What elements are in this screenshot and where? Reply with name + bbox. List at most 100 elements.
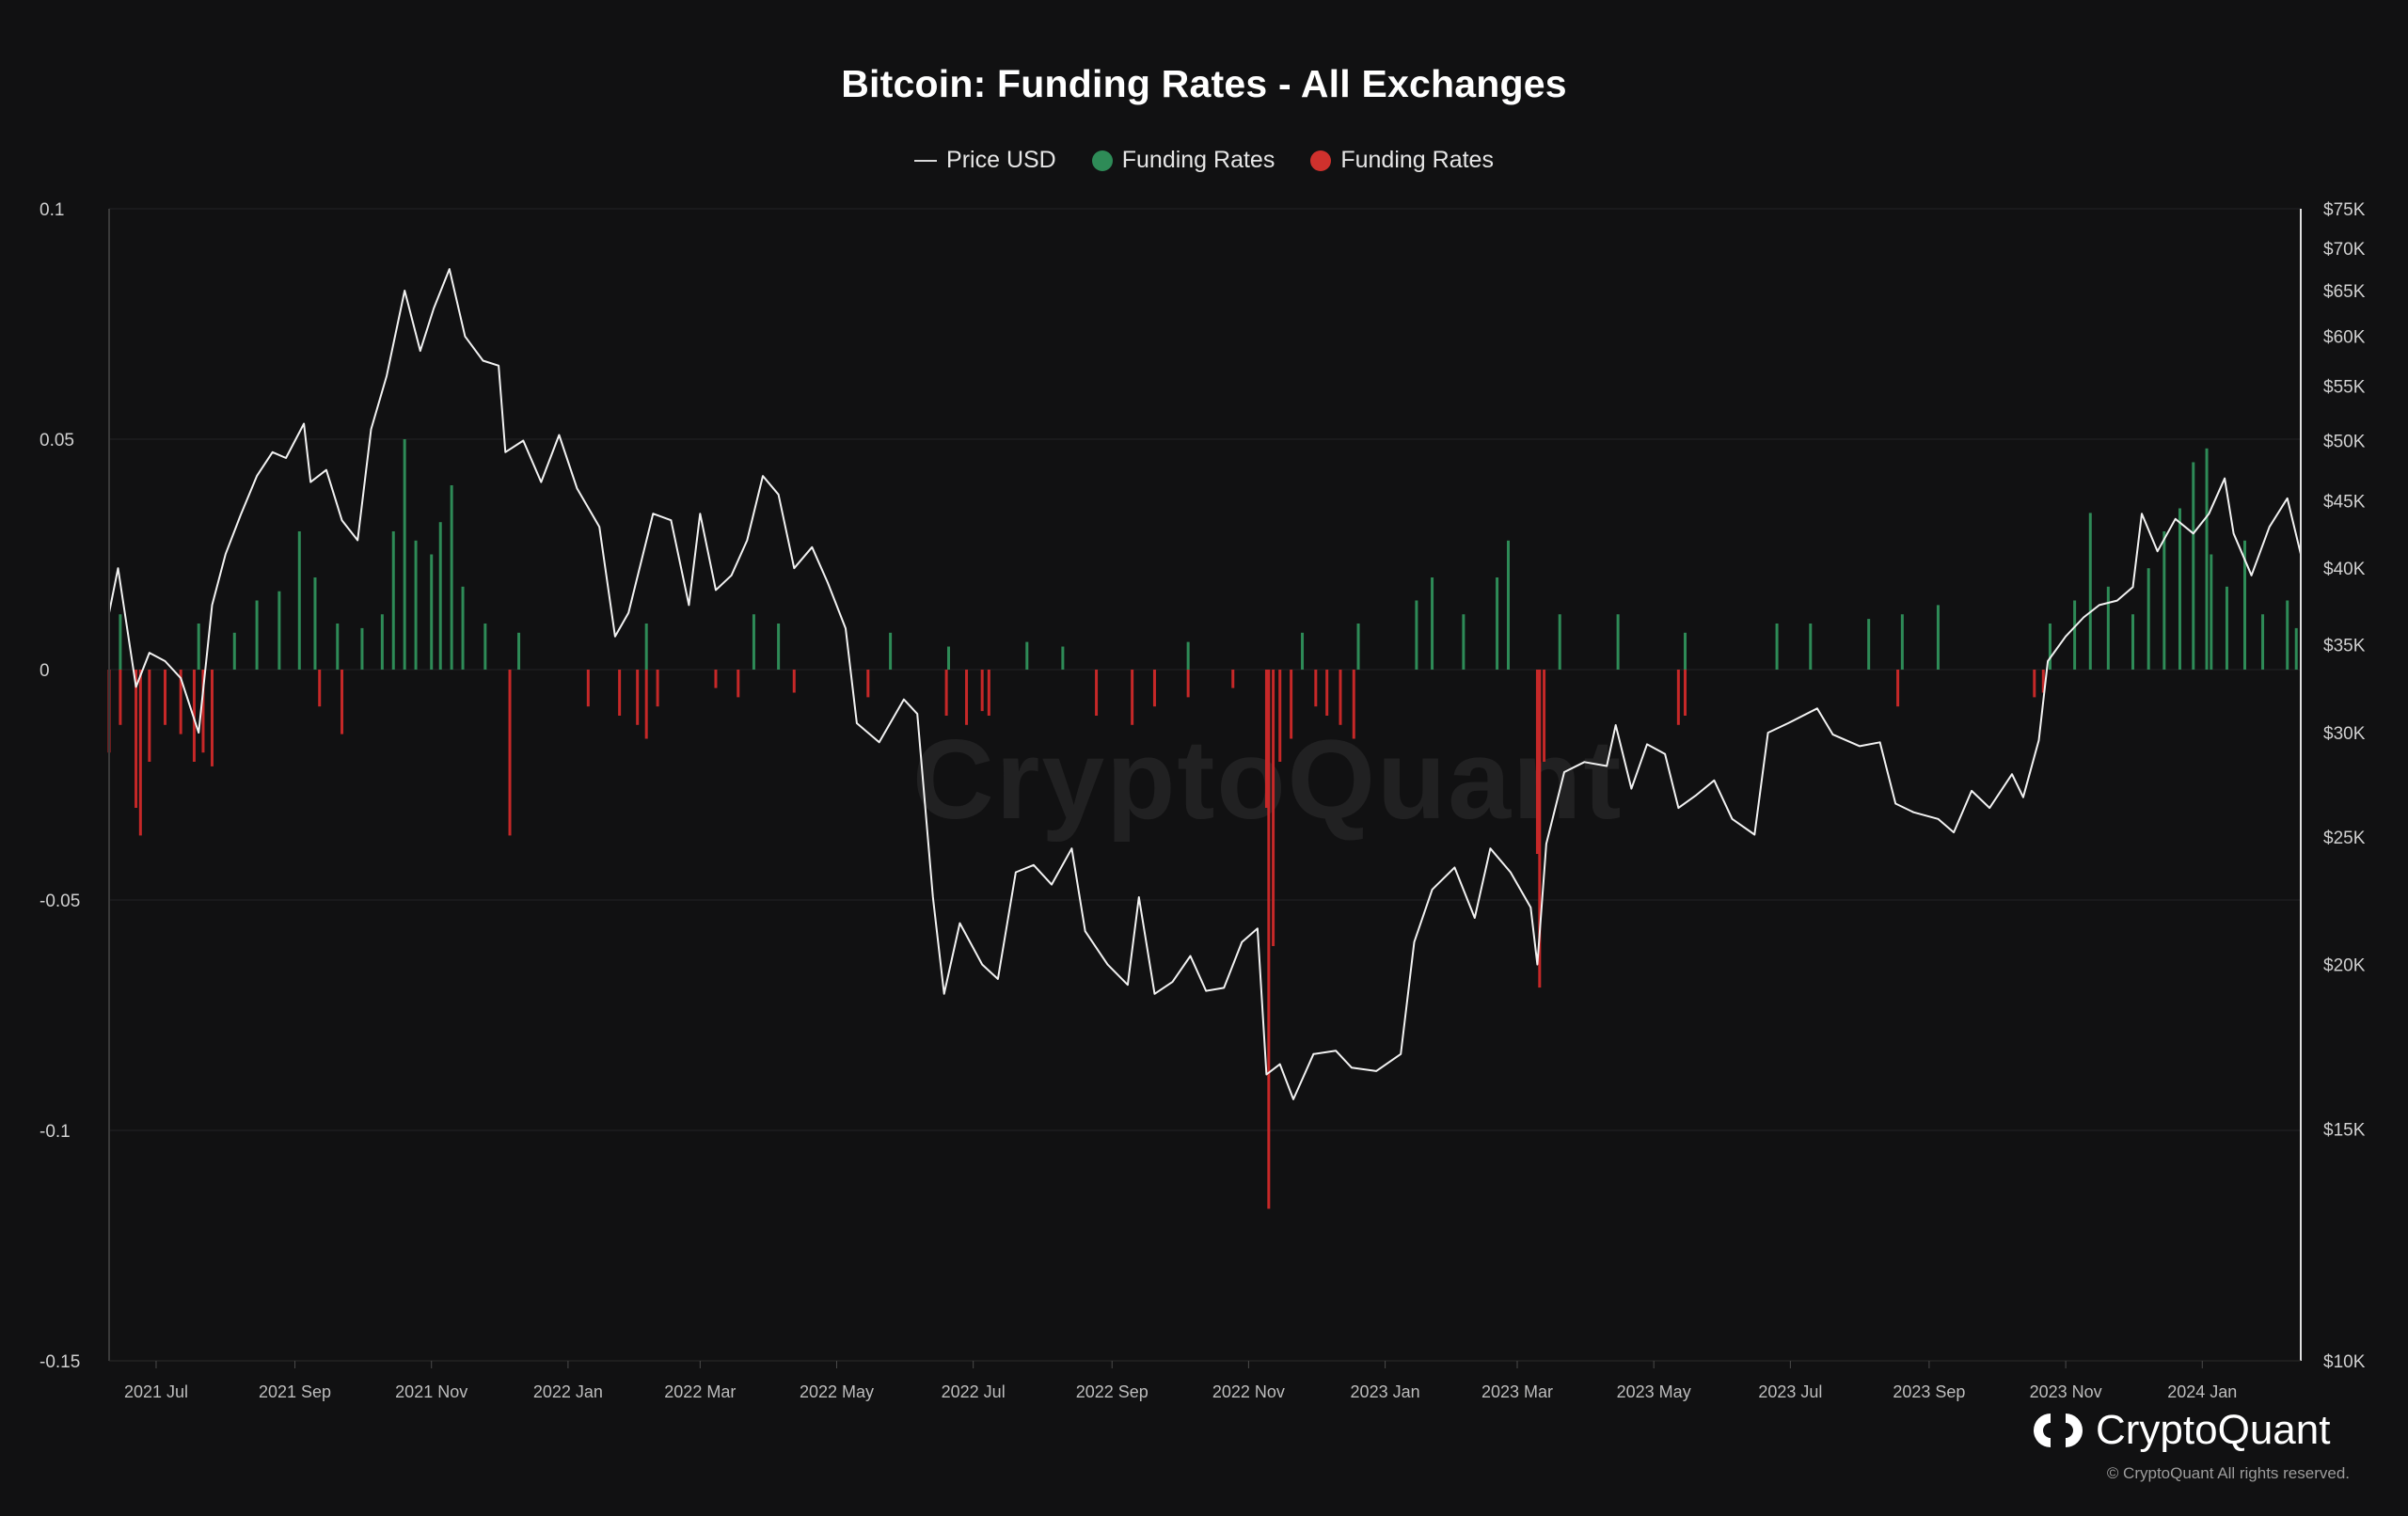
price-line-group <box>108 268 2302 1100</box>
funding-bar-negative <box>618 670 622 716</box>
funding-bar-negative <box>135 670 138 808</box>
x-tick-label: 2023 Jan <box>1351 1382 1420 1401</box>
funding-bar-negative <box>1231 670 1235 688</box>
right-tick-label: $75K <box>2323 200 2366 220</box>
funding-bar-negative <box>201 670 205 753</box>
x-tick-label: 2023 Nov <box>2030 1382 2102 1401</box>
x-tick-label: 2022 Sep <box>1076 1382 1149 1401</box>
x-tick-label: 2021 Jul <box>124 1382 188 1401</box>
price-line <box>108 268 2302 1100</box>
right-tick-label: $25K <box>2323 829 2366 848</box>
x-tick-label: 2023 May <box>1617 1382 1691 1401</box>
funding-bar-negative <box>148 670 151 762</box>
funding-bar-negative <box>737 670 740 698</box>
left-tick-label: -0.15 <box>40 1352 80 1372</box>
funding-bar-positive <box>483 624 487 670</box>
funding-bar-positive <box>2073 600 2077 670</box>
funding-bar-negative <box>1272 670 1275 946</box>
legend-item-funding-negative[interactable]: Funding Rates <box>1310 147 1494 174</box>
funding-bar-negative <box>1186 670 1190 698</box>
funding-bar-negative <box>210 670 214 766</box>
left-tick-label: 0.05 <box>40 431 74 450</box>
brand-name: CryptoQuant <box>2096 1407 2331 1453</box>
funding-bar-positive <box>1462 614 1465 670</box>
funding-bar-negative <box>987 670 990 716</box>
funding-bar-negative <box>586 670 590 707</box>
funding-bar-positive <box>430 554 434 670</box>
funding-bar-negative <box>508 670 512 836</box>
funding-bar-positive <box>644 624 648 670</box>
funding-bar-positive <box>1431 577 1434 670</box>
funding-bar-positive <box>1506 540 1510 670</box>
right-tick-label: $15K <box>2323 1120 2366 1140</box>
funding-bar-negative <box>1339 670 1342 725</box>
x-tick-label: 2022 Mar <box>664 1382 736 1401</box>
funding-bar-negative <box>1352 670 1355 739</box>
funding-bar-negative <box>1538 670 1542 988</box>
legend-label-funding-positive: Funding Rates <box>1121 147 1275 173</box>
funding-bar-positive <box>1025 641 1029 670</box>
funding-bar-positive <box>2294 627 2298 670</box>
right-tick-label: $20K <box>2323 956 2366 976</box>
funding-bar-positive <box>2147 568 2150 670</box>
right-tick-label: $45K <box>2323 493 2366 513</box>
funding-bar-negative <box>192 670 196 762</box>
funding-bar-negative <box>866 670 870 698</box>
funding-bar-positive <box>197 624 200 670</box>
funding-bar-positive <box>946 646 950 670</box>
funding-bar-positive <box>2205 448 2209 670</box>
x-tick-label: 2021 Nov <box>395 1382 467 1401</box>
funding-bar-positive <box>1061 646 1065 670</box>
funding-bar-negative <box>341 670 344 734</box>
legend-item-funding-positive[interactable]: Funding Rates <box>1091 147 1275 174</box>
funding-bar-positive <box>1867 619 1871 670</box>
funding-bar-negative <box>138 670 142 836</box>
funding-bar-negative <box>714 670 718 688</box>
funding-bar-positive <box>403 439 406 670</box>
funding-bar-positive <box>461 586 465 670</box>
right-tick-label: $40K <box>2323 560 2366 579</box>
left-tick-label: 0 <box>40 661 50 681</box>
left-axis-ticks: 0.1 0.05 0 -0.05 -0.1 -0.15 <box>40 200 80 1372</box>
funding-bar-positive <box>2261 614 2265 670</box>
right-tick-label: $35K <box>2323 636 2366 655</box>
x-tick-label: 2023 Mar <box>1481 1382 1553 1401</box>
funding-bar-positive <box>752 614 755 670</box>
funding-bar-positive <box>391 531 395 670</box>
left-tick-label: 0.1 <box>40 200 64 220</box>
funding-bar-negative <box>1264 670 1268 808</box>
funding-bar-positive <box>1809 624 1813 670</box>
x-tick-label: 2021 Sep <box>259 1382 331 1401</box>
funding-bar-negative <box>792 670 796 693</box>
funding-bar-positive <box>313 577 317 670</box>
cryptoquant-logo-icon <box>2034 1413 2083 1447</box>
legend-label-funding-negative: Funding Rates <box>1340 147 1494 173</box>
funding-bar-negative <box>944 670 948 716</box>
right-tick-label: $65K <box>2323 282 2366 302</box>
funding-bar-positive <box>889 632 893 670</box>
left-tick-label: -0.05 <box>40 892 80 911</box>
funding-bar-negative <box>1896 670 1900 707</box>
funding-bar-negative <box>1152 670 1156 707</box>
chart-title: Bitcoin: Funding Rates - All Exchanges <box>841 62 1567 105</box>
funding-bar-negative <box>1325 670 1329 716</box>
legend-item-price[interactable]: Price USD <box>914 147 1056 174</box>
right-tick-label: $30K <box>2323 724 2366 744</box>
legend: Price USD Funding Rates Funding Rates <box>0 147 2408 174</box>
funding-bar-positive <box>336 624 340 670</box>
legend-label-price: Price USD <box>946 147 1056 173</box>
funding-bar-positive <box>2286 600 2289 670</box>
funding-bar-negative <box>119 670 122 725</box>
funding-bar-positive <box>277 591 281 670</box>
legend-line-swatch <box>914 159 938 162</box>
funding-bar-negative <box>2033 670 2036 698</box>
funding-bar-positive <box>119 614 122 670</box>
funding-bar-negative <box>163 670 166 725</box>
funding-bar-positive <box>1301 632 1305 670</box>
funding-bar-positive <box>414 540 418 670</box>
funding-bar-negative <box>965 670 969 725</box>
funding-bar-positive <box>232 632 236 670</box>
funding-bar-positive <box>380 614 384 670</box>
funding-bar-positive <box>2106 586 2110 670</box>
